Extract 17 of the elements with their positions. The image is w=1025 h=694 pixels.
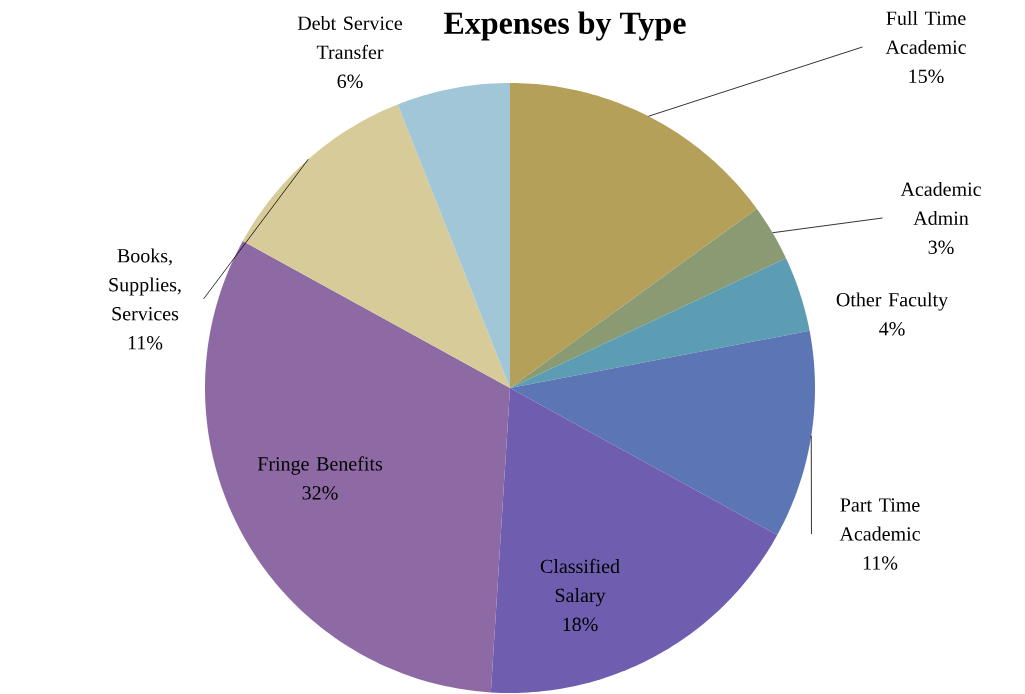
data-label: 4% <box>879 322 905 336</box>
data-label: 15% <box>909 69 944 84</box>
chart-title: Expenses by Type <box>444 11 686 41</box>
slice-label: Fringe Benefits <box>257 456 383 475</box>
slice-label: Books, Supplies, Services <box>109 248 181 321</box>
data-label: 18% <box>563 617 598 632</box>
data-label: 11% <box>128 336 163 350</box>
slice-label: Part Time Academic <box>839 498 920 541</box>
slice-label: Other Faculty <box>836 292 949 311</box>
data-label: 11% <box>863 556 898 570</box>
slice-label: Debt Service Transfer <box>297 15 403 59</box>
slice-label: Academic Admin <box>900 181 981 225</box>
slice-label: Classified Salary <box>540 558 620 607</box>
slice-label: Full Time Academic <box>885 10 966 54</box>
data-label: 3% <box>928 240 954 255</box>
data-label: 32% <box>302 486 338 500</box>
data-label: 6% <box>337 74 363 89</box>
